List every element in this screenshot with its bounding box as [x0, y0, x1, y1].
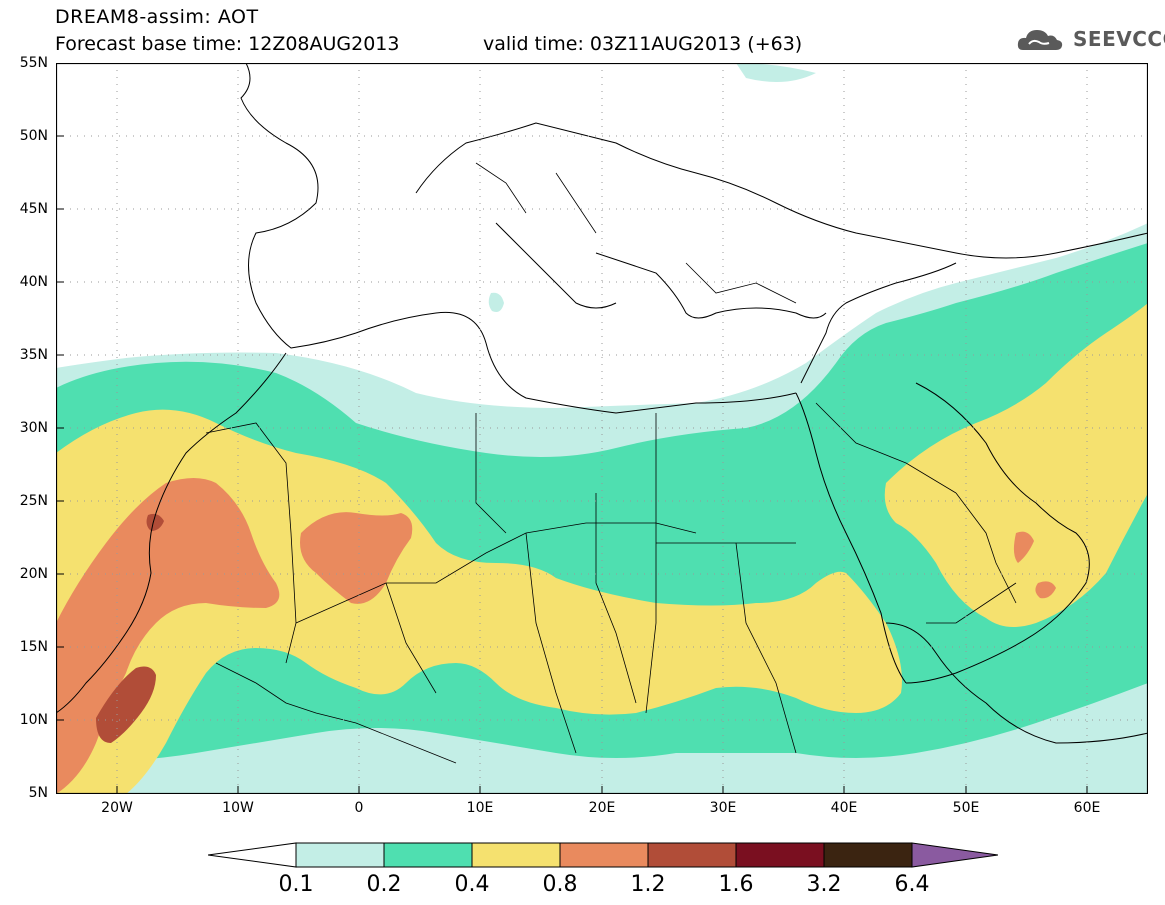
legend-label: 3.2 [806, 872, 842, 897]
lat-label: 40N [19, 274, 48, 290]
map-title: DREAM8-assim: AOT [55, 6, 259, 28]
lat-label: 50N [19, 128, 48, 144]
legend-swatch [559, 842, 649, 868]
legend-swatch [735, 842, 825, 868]
legend-swatch [647, 842, 737, 868]
aot-map [56, 63, 1148, 794]
legend-label: 0.4 [454, 872, 490, 897]
lon-label: 30E [709, 800, 737, 816]
lat-label: 30N [19, 420, 48, 436]
lat-label: 10N [19, 712, 48, 728]
coastlines [56, 63, 1148, 744]
legend-label: 1.6 [718, 872, 754, 897]
legend-swatch [383, 842, 473, 868]
lon-label: 60E [1073, 800, 1101, 816]
axis-ticks [56, 63, 1088, 794]
lon-label: 20E [588, 800, 616, 816]
country-borders [205, 162, 1017, 764]
lat-label: 55N [19, 55, 48, 71]
lat-label: 20N [19, 566, 48, 582]
lon-label: 20W [101, 800, 133, 816]
lat-label: 45N [19, 201, 48, 217]
aot-band-0-1-top [736, 63, 816, 82]
legend-swatch-below [208, 842, 297, 868]
legend-label: 1.2 [630, 872, 666, 897]
lon-label: 0 [354, 800, 364, 816]
lon-label: 50E [952, 800, 980, 816]
legend-swatch [823, 842, 913, 868]
lon-label: 10W [222, 800, 254, 816]
aot-band-0-8-oman [1013, 531, 1034, 563]
lon-label: 40E [830, 800, 858, 816]
lat-label: 15N [19, 639, 48, 655]
aot-band-0-1-spot [488, 292, 504, 312]
color-legend [208, 842, 998, 868]
legend-label: 0.2 [366, 872, 402, 897]
valid-time: valid time: 03Z11AUG2013 (+63) [483, 33, 803, 55]
aot-band-1-2 [96, 666, 156, 743]
legend-label: 0.8 [542, 872, 578, 897]
legend-swatch-above [911, 842, 998, 868]
aot-band-0-4 [56, 409, 902, 794]
legend-swatch [295, 842, 385, 868]
aot-band-0-4-east [884, 303, 1148, 627]
aot-band-0-8 [56, 478, 280, 794]
aot-band-0-8-oman2 [1035, 581, 1056, 599]
lat-label: 5N [28, 785, 48, 801]
logo-text: SEEVCCC [1073, 27, 1165, 51]
lon-label: 10E [466, 800, 494, 816]
aot-band-0-8-central [300, 512, 413, 604]
forecast-base-time: Forecast base time: 12Z08AUG2013 [55, 33, 400, 55]
legend-swatch [471, 842, 561, 868]
legend-label: 0.1 [278, 872, 314, 897]
lat-lon-grid [56, 63, 1148, 794]
cloud-icon [1017, 30, 1063, 50]
lat-label: 35N [19, 347, 48, 363]
aot-band-1-2-spot [146, 513, 164, 531]
lat-label: 25N [19, 493, 48, 509]
legend-label: 6.4 [894, 872, 930, 897]
